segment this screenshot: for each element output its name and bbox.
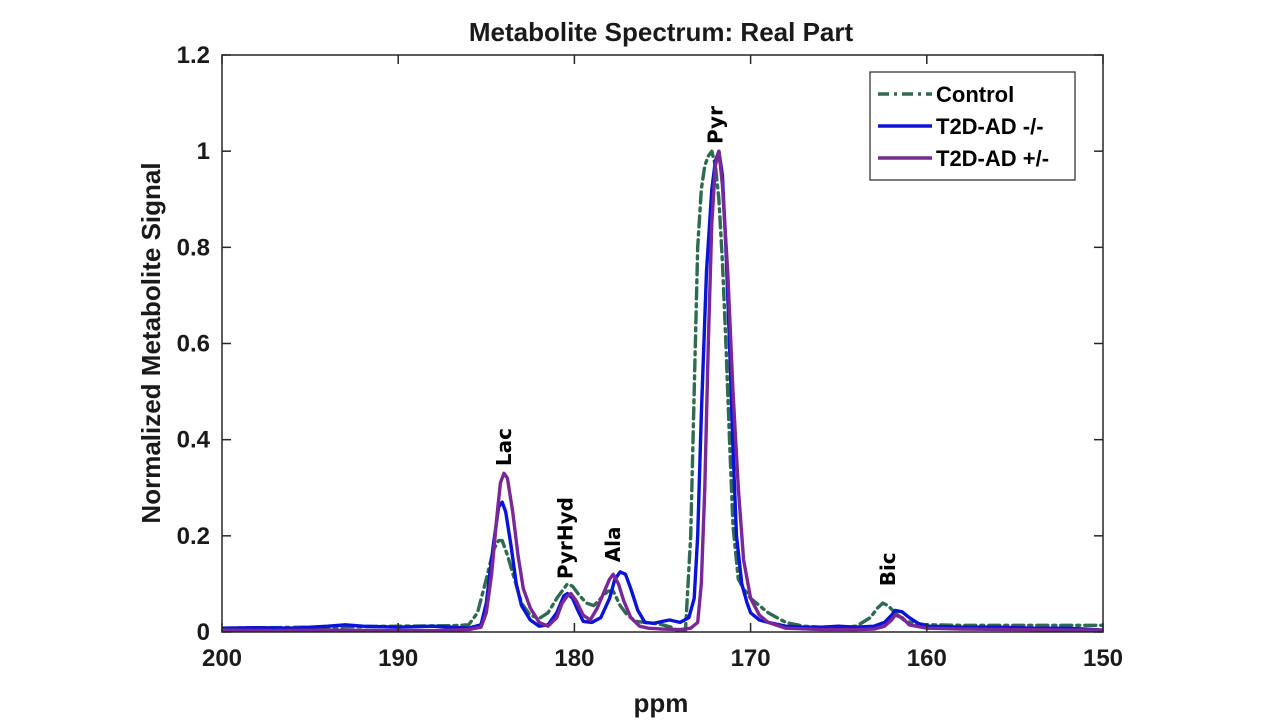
plot-area: 200 190 180 170 160 150 0 0.2 0.4 0.6 0.8 1 1.2 Lac…	[177, 42, 1123, 672]
x-tick-label: 190	[378, 645, 418, 672]
y-tick-label: 0.4	[177, 427, 211, 454]
x-axis-label: ppm	[634, 688, 689, 718]
x-tick-label: 180	[554, 645, 594, 672]
chart-title: Metabolite Spectrum: Real Part	[469, 17, 854, 47]
legend-label: T2D-AD +/-	[936, 146, 1049, 171]
y-tick-label: 0	[197, 619, 210, 646]
y-tick-label: 0.6	[177, 331, 210, 358]
x-tick-label: 170	[731, 645, 771, 672]
x-tick-label: 160	[907, 645, 947, 672]
legend-items: Control T2D-AD -/- T2D-AD +/-	[878, 82, 1049, 171]
y-axis-label: Normalized Metabolite Signal	[136, 162, 166, 523]
legend-label: Control	[936, 82, 1014, 107]
peak-label-pyr: Pyr	[703, 106, 727, 144]
legend: Control T2D-AD -/- T2D-AD +/-	[869, 71, 1076, 181]
y-tick-label: 1	[197, 138, 210, 165]
y-axis: 0 0.2 0.4 0.6 0.8 1 1.2	[177, 42, 1103, 646]
x-tick-label: 150	[1083, 645, 1123, 672]
y-tick-label: 0.8	[177, 234, 210, 261]
peak-label-ala: Ala	[601, 526, 625, 562]
peak-label-pyrhyd: PyrHyd	[554, 497, 578, 579]
peak-label-bic: Bic	[876, 552, 900, 586]
x-tick-label: 200	[202, 645, 242, 672]
series-line-3	[222, 149, 1103, 632]
y-tick-label: 0.2	[177, 523, 210, 550]
y-tick-label: 1.2	[177, 42, 210, 69]
peak-annotations: Lac PyrHyd Ala Pyr Bic	[492, 106, 900, 586]
peak-label-lac: Lac	[492, 428, 516, 466]
x-axis: 200 190 180 170 160 150	[202, 55, 1123, 672]
series-layer	[222, 149, 1103, 632]
legend-label: T2D-AD -/-	[936, 114, 1044, 139]
